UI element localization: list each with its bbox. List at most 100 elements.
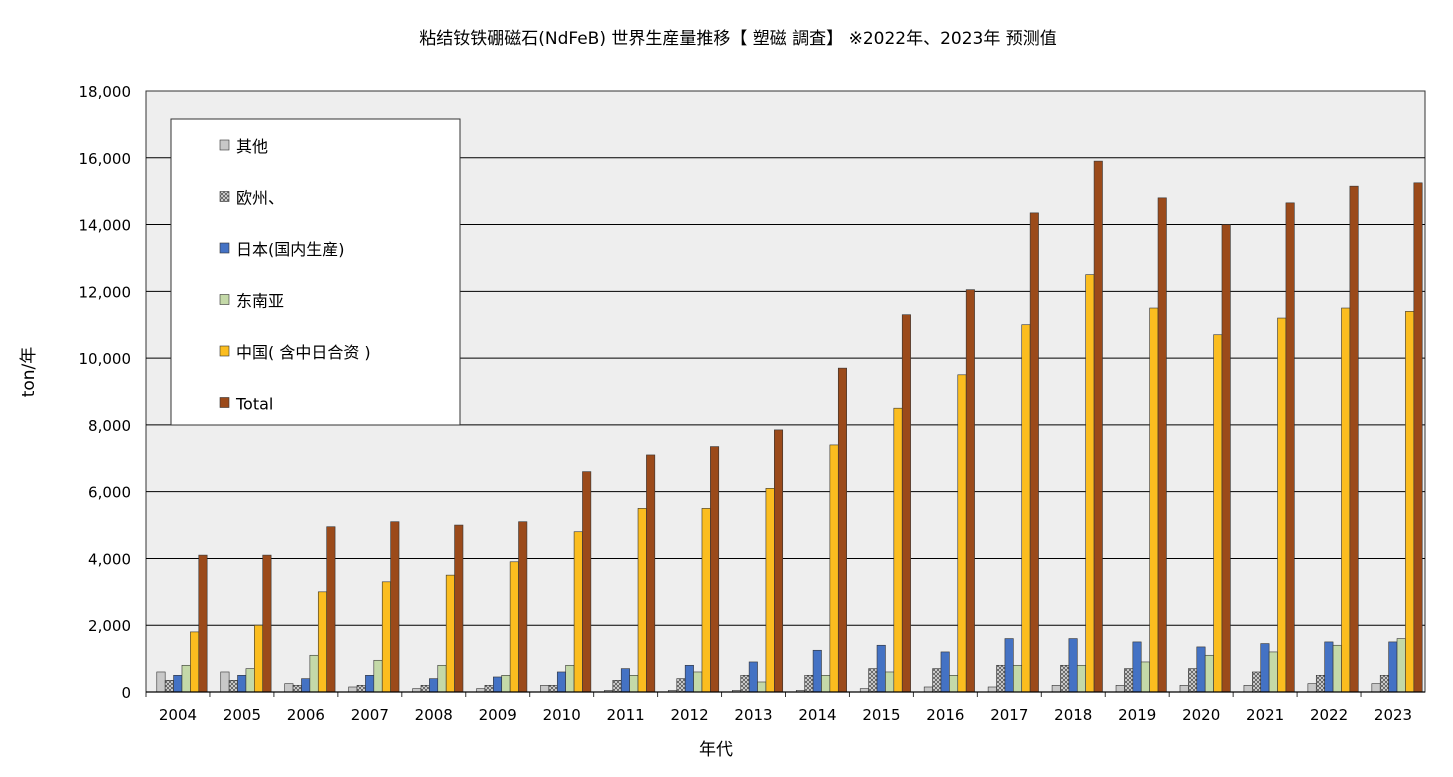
- x-axis-label: 年代: [699, 740, 733, 760]
- bar-2-2012: [676, 678, 686, 693]
- bar-2-2014: [804, 675, 814, 693]
- bar-1-2007: [348, 686, 358, 693]
- x-tick-label: 2011: [607, 706, 645, 724]
- legend-label: 日本(国内生産): [236, 240, 345, 259]
- bar-2-2023: [1379, 675, 1389, 693]
- x-tick-label: 2018: [1054, 706, 1092, 724]
- bar-6-2015: [901, 314, 911, 693]
- bar-5-2007: [381, 581, 391, 693]
- bar-2-2005: [228, 680, 238, 693]
- bar-5-2006: [317, 591, 327, 693]
- bar-1-2006: [284, 683, 294, 693]
- bar-2-2016: [932, 668, 942, 693]
- x-tick-label: 2016: [926, 706, 964, 724]
- bar-3-2012: [684, 664, 694, 693]
- bar-4-2021: [1268, 651, 1278, 693]
- bar-3-2004: [173, 675, 183, 693]
- bar-6-2023: [1413, 182, 1423, 693]
- bar-3-2022: [1324, 641, 1334, 693]
- bar-6-2009: [518, 521, 528, 693]
- y-tick-label: 0: [121, 684, 131, 702]
- bar-4-2023: [1396, 638, 1406, 693]
- y-tick-label: 2,000: [88, 617, 131, 635]
- bar-3-2019: [1132, 641, 1142, 693]
- bar-4-2018: [1076, 664, 1086, 693]
- x-tick-label: 2015: [862, 706, 900, 724]
- bar-2-2020: [1188, 668, 1198, 693]
- bar-2-2013: [740, 675, 750, 693]
- bar-3-2016: [940, 651, 950, 693]
- bar-2-2018: [1060, 664, 1070, 693]
- bar-6-2018: [1093, 160, 1103, 693]
- bar-6-2007: [390, 521, 400, 693]
- x-tick-label: 2017: [990, 706, 1028, 724]
- bar-5-2009: [509, 561, 519, 693]
- bar-2-2008: [420, 685, 430, 693]
- bar-4-2011: [629, 675, 639, 693]
- bar-1-2010: [540, 685, 550, 693]
- bar-5-2004: [190, 631, 200, 693]
- bar-2-2015: [868, 668, 878, 693]
- legend-label: 东南亚: [236, 292, 284, 311]
- bar-3-2013: [748, 661, 758, 693]
- y-tick-label: 18,000: [79, 83, 132, 101]
- bar-4-2017: [1013, 664, 1023, 693]
- bar-2-2009: [484, 685, 494, 693]
- bar-4-2004: [181, 664, 191, 693]
- bar-3-2023: [1388, 641, 1398, 693]
- bar-3-2009: [493, 676, 503, 693]
- bar-3-2005: [237, 675, 247, 693]
- bar-1-2019: [1115, 685, 1125, 693]
- y-tick-label: 8,000: [88, 417, 131, 435]
- bar-5-2022: [1341, 307, 1351, 693]
- bar-5-2013: [765, 488, 775, 693]
- bar-4-2014: [821, 675, 831, 693]
- x-tick-label: 2014: [798, 706, 836, 724]
- y-tick-label: 6,000: [88, 484, 131, 502]
- bar-6-2010: [582, 471, 592, 693]
- bar-3-2015: [876, 644, 886, 693]
- bar-4-2013: [757, 681, 767, 693]
- bar-3-2018: [1068, 638, 1078, 693]
- x-tick-label: 2010: [543, 706, 581, 724]
- legend-swatch: [219, 397, 230, 408]
- y-tick-label: 14,000: [79, 217, 132, 235]
- bar-5-2012: [701, 508, 711, 693]
- bar-5-2008: [445, 574, 455, 693]
- bar-1-2021: [1243, 685, 1253, 693]
- x-tick-label: 2021: [1246, 706, 1284, 724]
- legend-label: Total: [235, 395, 273, 414]
- bar-5-2021: [1277, 317, 1287, 693]
- bar-6-2011: [646, 454, 656, 693]
- bar-3-2014: [812, 649, 822, 693]
- bar-4-2016: [949, 675, 959, 693]
- bar-6-2020: [1221, 224, 1231, 693]
- x-tick-label: 2023: [1374, 706, 1412, 724]
- bar-6-2012: [710, 446, 720, 693]
- bar-6-2008: [454, 524, 464, 693]
- x-tick-label: 2012: [670, 706, 708, 724]
- bar-4-2007: [373, 659, 383, 693]
- x-tick-label: 2009: [479, 706, 517, 724]
- bar-4-2019: [1140, 661, 1150, 693]
- bar-4-2005: [245, 668, 255, 693]
- bar-4-2012: [693, 671, 703, 693]
- legend-swatch: [219, 191, 230, 202]
- bar-5-2015: [893, 407, 903, 693]
- bar-5-2016: [957, 374, 967, 693]
- bar-1-2005: [220, 671, 230, 693]
- x-tick-label: 2004: [159, 706, 197, 724]
- bar-6-2013: [774, 429, 784, 693]
- bar-3-2008: [429, 678, 439, 693]
- bar-2-2010: [548, 685, 558, 693]
- bar-6-2014: [837, 367, 847, 693]
- bar-5-2019: [1149, 307, 1159, 693]
- bar-6-2005: [262, 554, 272, 693]
- bar-3-2020: [1196, 646, 1206, 693]
- bar-4-2009: [501, 675, 511, 693]
- bar-4-2008: [437, 664, 447, 693]
- bar-2-2017: [996, 664, 1006, 693]
- bar-2-2006: [292, 685, 302, 693]
